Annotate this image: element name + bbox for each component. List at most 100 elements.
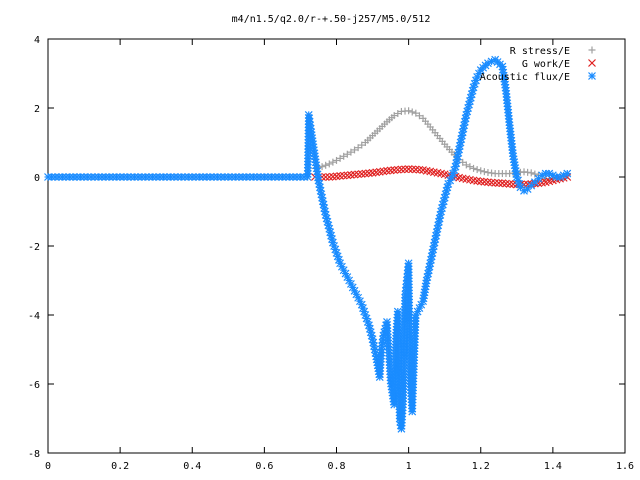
data-point (329, 158, 337, 166)
y-tick-label: 2 (34, 104, 40, 115)
data-point (177, 173, 186, 181)
legend-marker (588, 46, 596, 54)
x-tick-label: 1.4 (544, 461, 562, 472)
data-point (274, 173, 283, 181)
data-point (246, 173, 254, 181)
data-point (408, 165, 417, 174)
legend-label: R stress/E (510, 46, 570, 57)
data-point (354, 144, 362, 152)
data-point (347, 148, 355, 156)
legend-marker (588, 72, 596, 80)
data-point (264, 173, 272, 181)
data-point (408, 108, 416, 116)
series-2 (44, 55, 572, 433)
data-point (137, 173, 146, 181)
data-point (427, 255, 435, 264)
data-point (530, 178, 539, 187)
data-point (238, 173, 247, 181)
data-point (51, 173, 60, 181)
y-tick-label: -2 (28, 242, 40, 253)
data-point (123, 173, 132, 181)
data-point (473, 166, 481, 174)
data-point (163, 173, 171, 181)
axis-ticks: 0 0.2 0.4 0.6 0.8 1 1.2 1.4 1.6 -8 -6 -4 -2 0 2 4 (28, 35, 634, 472)
data-point (83, 173, 92, 181)
data-point (134, 173, 143, 181)
data-point (213, 173, 222, 181)
x-tick-label: 0.2 (111, 461, 129, 472)
x-tick-label: 0.8 (327, 461, 345, 472)
data-point (242, 173, 251, 181)
data-point (343, 150, 351, 158)
data-point (404, 165, 413, 173)
data-point (58, 173, 67, 181)
data-point (394, 110, 402, 118)
data-point (249, 173, 258, 181)
data-point (256, 173, 265, 181)
x-tick-label: 1.6 (616, 461, 634, 472)
data-point (405, 107, 413, 115)
data-point (54, 173, 63, 181)
data-point (90, 173, 99, 181)
data-point (333, 156, 340, 164)
data-point (397, 165, 406, 174)
data-point (412, 109, 420, 117)
data-point (271, 173, 280, 181)
data-point (318, 163, 326, 171)
data-point (494, 179, 503, 187)
data-marks (44, 55, 572, 433)
data-point (459, 158, 467, 166)
data-point (415, 112, 423, 120)
data-point (527, 169, 535, 177)
data-point (116, 173, 125, 181)
chart-title: m4/n1.5/q2.0/r-+.50-j257/M5.0/512 (232, 14, 431, 25)
data-point (108, 173, 117, 181)
data-point (152, 173, 161, 181)
data-point (94, 173, 103, 181)
data-point (401, 165, 409, 174)
data-point (336, 154, 344, 162)
data-point (322, 161, 330, 169)
data-point (390, 112, 398, 120)
x-tick-label: 0.4 (183, 461, 201, 472)
data-point (563, 169, 572, 178)
data-point (466, 163, 474, 171)
legend: R stress/E G work/E Acoustic flux/E (480, 46, 596, 83)
data-point (224, 173, 233, 181)
data-point (325, 160, 333, 168)
x-tick-label: 0 (45, 461, 51, 472)
data-point (480, 168, 488, 176)
data-point (477, 167, 485, 175)
data-point (220, 173, 229, 181)
data-point (282, 173, 290, 181)
data-point (127, 173, 135, 181)
data-point (155, 173, 164, 181)
x-tick-label: 0.6 (255, 461, 273, 472)
y-tick-label: -8 (28, 449, 40, 460)
data-point (65, 173, 74, 181)
data-point (450, 166, 459, 175)
data-point (217, 173, 226, 181)
data-point (531, 170, 539, 178)
legend-label: G work/E (522, 59, 570, 70)
data-point (340, 152, 348, 160)
y-tick-label: -4 (28, 311, 40, 322)
data-point (260, 173, 269, 181)
x-tick-label: 1.2 (472, 461, 490, 472)
data-point (199, 173, 207, 181)
x-tick-label: 1 (406, 461, 412, 472)
y-tick-label: -6 (28, 380, 40, 391)
data-point (321, 173, 330, 181)
data-point (170, 173, 179, 181)
data-point (173, 173, 182, 181)
data-point (491, 178, 500, 187)
y-tick-label: 0 (34, 173, 40, 184)
y-tick-label: 4 (34, 35, 40, 46)
data-point (351, 146, 359, 154)
data-point (235, 173, 244, 181)
data-point (462, 161, 470, 169)
legend-marker (588, 59, 596, 67)
data-point (470, 164, 478, 172)
data-point (358, 141, 366, 149)
